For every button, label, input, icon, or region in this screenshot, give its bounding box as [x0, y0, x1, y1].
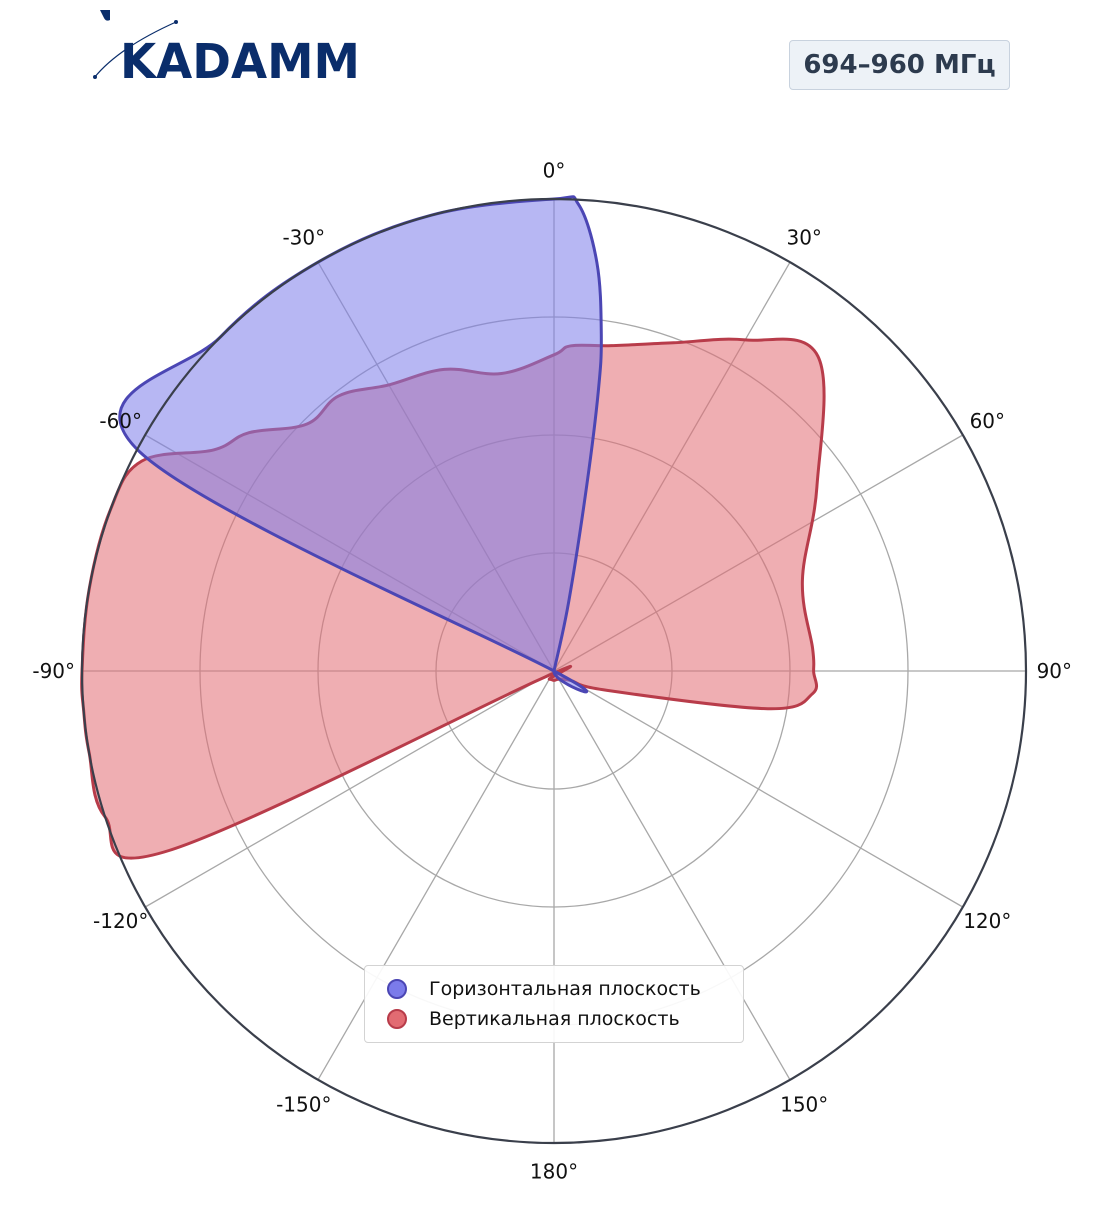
angular-tick-label: -90° [32, 659, 75, 683]
angular-tick-label: 30° [786, 226, 821, 250]
kadamm-logo: KADAMM [93, 10, 360, 84]
angular-gridline [317, 670, 555, 1081]
series-layer [80, 195, 826, 860]
outer-ring [80, 197, 1028, 1145]
legend-swatch-horizontal [387, 979, 407, 999]
legend-label-horizontal: Горизонтальная плоскость [429, 978, 701, 1000]
legend-label-vertical: Вертикальная плоскость [429, 1008, 680, 1030]
frequency-badge: 694–960 МГц [789, 40, 1010, 90]
angular-tick-label: 0° [543, 159, 566, 183]
logo-wordmark: KADAMM [120, 34, 360, 84]
outer-ring-layer [80, 197, 1028, 1145]
angular-tick-label: -30° [282, 226, 325, 250]
legend-item-horizontal[interactable]: Горизонтальная плоскость [387, 975, 701, 1003]
angular-tick-label: 150° [780, 1092, 828, 1116]
angular-tick-label: 120° [963, 909, 1011, 933]
angular-tick-label: -60° [99, 409, 142, 433]
angular-tick-label: 180° [530, 1159, 578, 1183]
angular-ticks: 0° 30° 60° 90° 120° 150° 180° -150° -120° -90° -60… [32, 159, 1072, 1184]
legend: Горизонтальная плоскость Вертикальная пл… [364, 965, 744, 1043]
angular-tick-label: -150° [276, 1092, 331, 1116]
legend-item-vertical[interactable]: Вертикальная плоскость [387, 1005, 680, 1033]
legend-swatch-vertical [387, 1009, 407, 1029]
angular-gridline [553, 670, 791, 1081]
angular-gridline [144, 670, 555, 908]
angular-tick-label: 90° [1037, 659, 1072, 683]
angular-gridline [553, 670, 964, 908]
angular-tick-label: -120° [93, 909, 148, 933]
angular-tick-label: 60° [970, 409, 1005, 433]
